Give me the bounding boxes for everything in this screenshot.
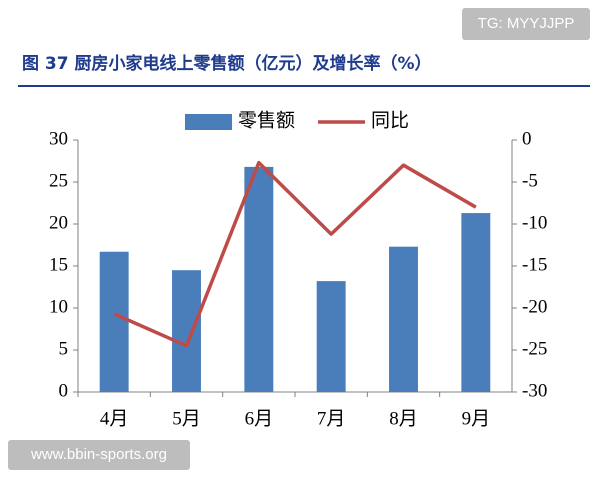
y-tick-label: 30: [49, 128, 68, 149]
bar: [244, 166, 274, 392]
legend-swatch: [185, 114, 232, 130]
x-tick-label: 9月: [462, 408, 491, 429]
bar: [99, 251, 129, 392]
y2-tick-label: 0: [522, 128, 532, 149]
y2-tick-label: -20: [522, 296, 547, 317]
watermark-box: [462, 8, 590, 40]
y2-tick-label: -30: [522, 380, 547, 401]
y-tick-label: 10: [49, 296, 68, 317]
bar: [461, 213, 491, 392]
legend-label: 同比: [371, 109, 409, 131]
bar: [389, 246, 418, 392]
x-tick-label: 7月: [317, 408, 346, 429]
watermark: www.bbin-sports.org: [30, 446, 167, 463]
x-tick-label: 4月: [100, 408, 129, 429]
line: [113, 160, 477, 348]
x-tick-label: 8月: [389, 408, 418, 429]
bar: [316, 281, 346, 392]
watermark: TG: MYYJJPP: [478, 15, 575, 32]
y-tick-label: 20: [49, 212, 68, 233]
y2-tick-label: -5: [522, 170, 538, 191]
watermark-box: [8, 440, 190, 470]
x-tick-label: 6月: [245, 408, 274, 429]
y-tick-label: 15: [49, 254, 68, 275]
y2-tick-label: -15: [522, 254, 547, 275]
y-tick-label: 5: [59, 338, 69, 359]
legend-label: 零售额: [238, 109, 295, 131]
y2-tick-label: -25: [522, 338, 547, 359]
chart-title: 图 37 厨房小家电线上零售额（亿元）及增长率（%）: [22, 53, 432, 74]
bar: [172, 270, 201, 392]
y2-tick-label: -10: [522, 212, 547, 233]
y-tick-label: 25: [49, 170, 68, 191]
y-tick-label: 0: [59, 380, 69, 401]
x-tick-label: 5月: [172, 408, 201, 429]
